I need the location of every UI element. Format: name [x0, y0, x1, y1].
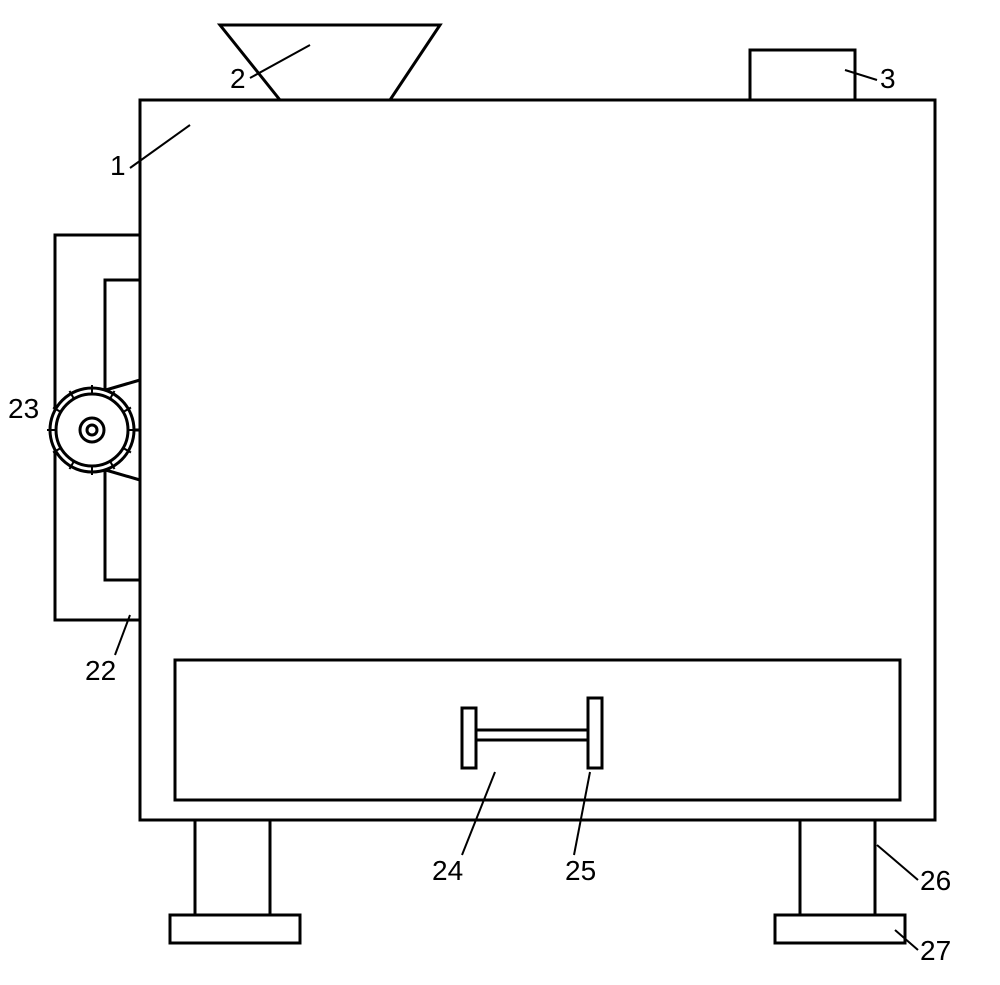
svg-text:2: 2	[230, 63, 246, 94]
svg-text:27: 27	[920, 935, 951, 966]
svg-text:23: 23	[8, 393, 39, 424]
technical-drawing: 123222324252627	[0, 0, 1000, 985]
svg-text:26: 26	[920, 865, 951, 896]
label-22: 22	[85, 615, 130, 686]
svg-text:24: 24	[432, 855, 463, 886]
leg-2	[775, 820, 905, 943]
svg-text:25: 25	[565, 855, 596, 886]
label-23: 23	[8, 393, 39, 424]
label-26: 26	[877, 845, 951, 896]
svg-text:3: 3	[880, 63, 896, 94]
svg-text:1: 1	[110, 150, 126, 181]
hopper	[220, 25, 440, 100]
svg-text:22: 22	[85, 655, 116, 686]
top-box	[750, 50, 855, 100]
leg-1	[170, 820, 300, 943]
